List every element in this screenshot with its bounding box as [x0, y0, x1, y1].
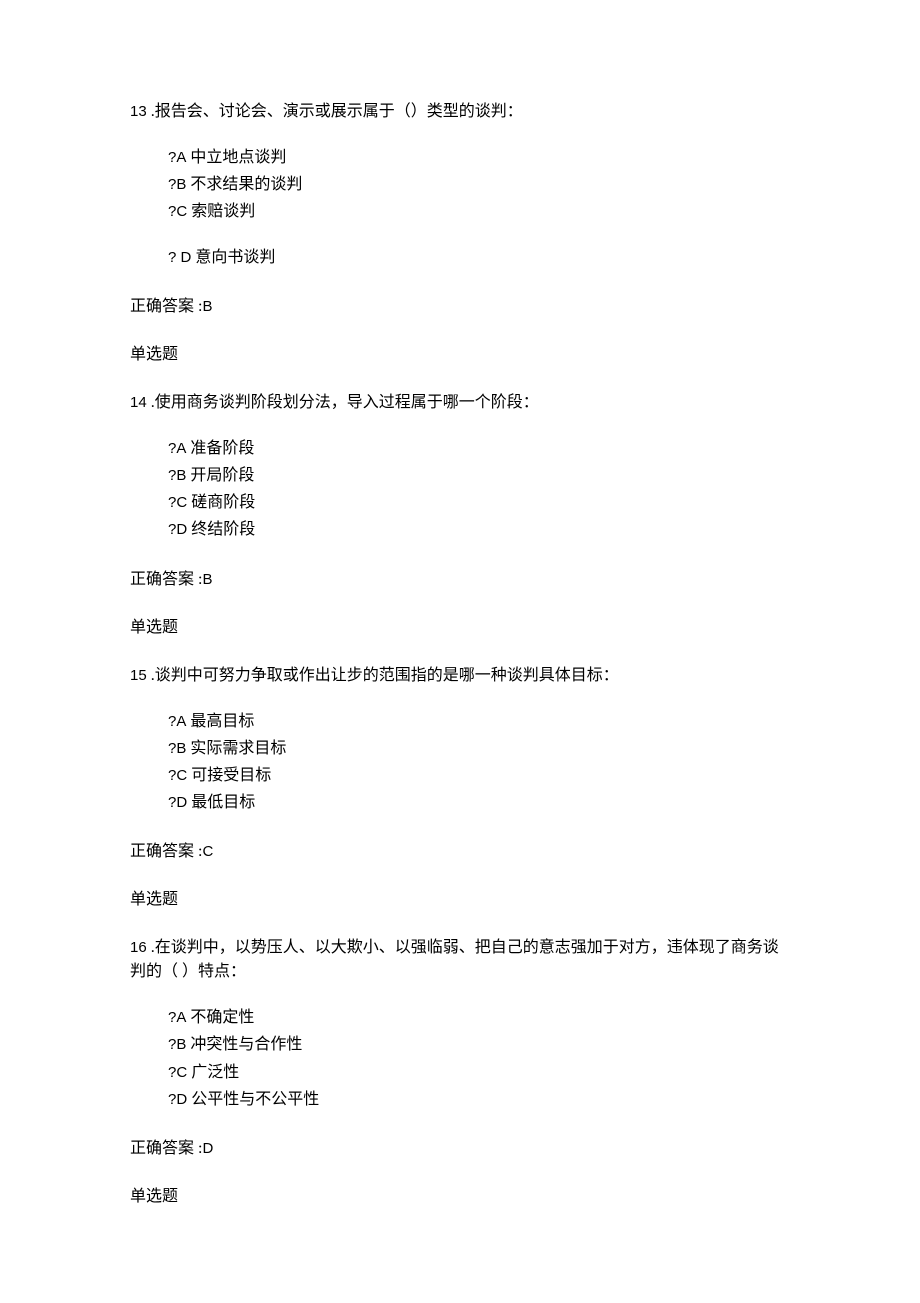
answer-value: B [202, 298, 212, 315]
option-line: ?A 准备阶段 [168, 435, 790, 462]
question-text: .在谈判中，以势压人、以大欺小、以强临弱、把自己的意志强加于对方，违体现了商务谈… [130, 939, 779, 980]
option-line: ?A 不确定性 [168, 1004, 790, 1031]
option-gap [168, 226, 790, 244]
answer-value: C [202, 843, 213, 860]
option-text: 最高目标 [186, 713, 254, 730]
question-type: 单选题 [130, 888, 790, 912]
answer-label: 正确答案 : [130, 1140, 202, 1157]
question-block: 16 .在谈判中，以势压人、以大欺小、以强临弱、把自己的意志强加于对方，违体现了… [130, 936, 790, 1113]
question-type: 单选题 [130, 343, 790, 367]
options-block: ?A 不确定性 ?B 冲突性与合作性 ?C 广泛性 ?D 公平性与不公平性 [130, 1004, 790, 1113]
option-text: 冲突性与合作性 [186, 1036, 302, 1053]
option-label: ?A [168, 149, 186, 166]
answer-line: 正确答案 :B [130, 295, 790, 319]
option-line: ?B 实际需求目标 [168, 735, 790, 762]
option-text: 终结阶段 [187, 521, 255, 538]
option-label: ?C [168, 767, 187, 784]
question-number: 14 [130, 394, 147, 411]
option-line: ?D 公平性与不公平性 [168, 1086, 790, 1113]
option-text: 不求结果的谈判 [186, 176, 302, 193]
option-label: ?A [168, 1009, 186, 1026]
option-label: ?A [168, 713, 186, 730]
option-text: 广泛性 [187, 1064, 239, 1081]
option-label: ?D [168, 794, 187, 811]
option-line: ?B 冲突性与合作性 [168, 1031, 790, 1058]
option-text: 准备阶段 [186, 440, 254, 457]
option-label: ?B [168, 467, 186, 484]
option-line: ?A 中立地点谈判 [168, 144, 790, 171]
option-label: ?D [168, 521, 187, 538]
question-stem: 13 .报告会、讨论会、演示或展示属于（）类型的谈判： [130, 100, 790, 124]
option-label: ?D [168, 1091, 187, 1108]
option-text: 最低目标 [187, 794, 255, 811]
question-number: 13 [130, 103, 147, 120]
option-line: ?D 最低目标 [168, 789, 790, 816]
question-type: 单选题 [130, 616, 790, 640]
option-label: ?B [168, 740, 186, 757]
answer-line: 正确答案 :B [130, 568, 790, 592]
option-text: 磋商阶段 [187, 494, 255, 511]
question-block: 13 .报告会、讨论会、演示或展示属于（）类型的谈判： ?A 中立地点谈判 ?B… [130, 100, 790, 271]
option-text: 意向书谈判 [191, 249, 275, 266]
answer-label: 正确答案 : [130, 298, 202, 315]
options-block: ?A 中立地点谈判 ?B 不求结果的谈判 ?C 索赔谈判 ? D 意向书谈判 [130, 144, 790, 271]
option-line: ?C 索赔谈判 [168, 198, 790, 225]
question-text: .使用商务谈判阶段划分法，导入过程属于哪一个阶段： [147, 394, 539, 411]
option-label: ? D [168, 249, 191, 266]
option-line: ?A 最高目标 [168, 708, 790, 735]
question-text: .谈判中可努力争取或作出让步的范围指的是哪一种谈判具体目标： [147, 667, 619, 684]
question-text: .报告会、讨论会、演示或展示属于（）类型的谈判： [147, 103, 523, 120]
options-block: ?A 准备阶段 ?B 开局阶段 ?C 磋商阶段 ?D 终结阶段 [130, 435, 790, 544]
option-line: ?C 磋商阶段 [168, 489, 790, 516]
option-text: 不确定性 [186, 1009, 254, 1026]
option-line: ?B 不求结果的谈判 [168, 171, 790, 198]
option-line: ? D 意向书谈判 [168, 244, 790, 271]
option-text: 可接受目标 [187, 767, 271, 784]
answer-value: B [202, 571, 212, 588]
option-line: ?C 可接受目标 [168, 762, 790, 789]
option-text: 索赔谈判 [187, 203, 255, 220]
question-stem: 16 .在谈判中，以势压人、以大欺小、以强临弱、把自己的意志强加于对方，违体现了… [130, 936, 790, 984]
option-line: ?B 开局阶段 [168, 462, 790, 489]
answer-line: 正确答案 :C [130, 840, 790, 864]
question-stem: 14 .使用商务谈判阶段划分法，导入过程属于哪一个阶段： [130, 391, 790, 415]
option-label: ?C [168, 1064, 187, 1081]
option-text: 开局阶段 [186, 467, 254, 484]
option-line: ?D 终结阶段 [168, 516, 790, 543]
option-label: ?A [168, 440, 186, 457]
question-number: 15 [130, 667, 147, 684]
options-block: ?A 最高目标 ?B 实际需求目标 ?C 可接受目标 ?D 最低目标 [130, 708, 790, 817]
answer-line: 正确答案 :D [130, 1137, 790, 1161]
option-text: 实际需求目标 [186, 740, 286, 757]
answer-value: D [202, 1140, 213, 1157]
answer-label: 正确答案 : [130, 843, 202, 860]
option-line: ?C 广泛性 [168, 1059, 790, 1086]
question-block: 14 .使用商务谈判阶段划分法，导入过程属于哪一个阶段： ?A 准备阶段 ?B … [130, 391, 790, 544]
question-number: 16 [130, 939, 147, 956]
option-text: 中立地点谈判 [186, 149, 286, 166]
option-label: ?C [168, 203, 187, 220]
answer-label: 正确答案 : [130, 571, 202, 588]
option-label: ?C [168, 494, 187, 511]
question-block: 15 .谈判中可努力争取或作出让步的范围指的是哪一种谈判具体目标： ?A 最高目… [130, 664, 790, 817]
question-type: 单选题 [130, 1185, 790, 1209]
option-label: ?B [168, 176, 186, 193]
option-label: ?B [168, 1036, 186, 1053]
question-stem: 15 .谈判中可努力争取或作出让步的范围指的是哪一种谈判具体目标： [130, 664, 790, 688]
option-text: 公平性与不公平性 [187, 1091, 319, 1108]
